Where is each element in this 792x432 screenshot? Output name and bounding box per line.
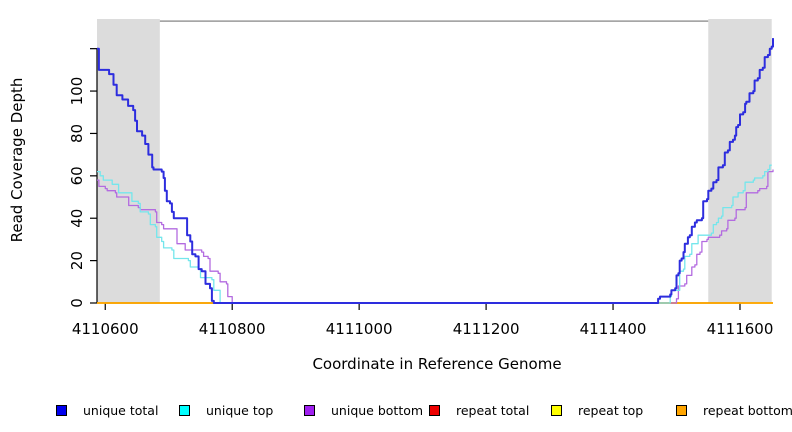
y-tick-label: 60 — [68, 166, 86, 185]
series-line-unique-total — [97, 38, 774, 304]
x-tick-label: 4110800 — [199, 320, 266, 338]
series-line-unique-top — [97, 164, 772, 304]
x-tick-label: 4111400 — [580, 320, 647, 338]
x-tick-label: 4111200 — [453, 320, 520, 338]
shaded-region-left — [97, 19, 160, 303]
x-tick-label: 4111000 — [326, 320, 393, 338]
legend-label: unique bottom — [331, 402, 424, 418]
legend-item-unique-bottom: unique bottom — [304, 401, 423, 419]
legend-label: repeat total — [456, 402, 530, 418]
legend-item-repeat-total: repeat total — [429, 401, 529, 419]
x-tick-label: 4110600 — [72, 320, 139, 338]
y-axis-title: Read Coverage Depth — [8, 77, 26, 243]
series-line-unique-bottom — [97, 169, 774, 304]
legend-item-repeat-top: repeat top — [551, 401, 643, 419]
legend-swatch-icon — [304, 404, 315, 416]
legend-swatch-icon — [551, 404, 562, 416]
y-tick-label: 0 — [68, 298, 86, 308]
shaded-region-right — [708, 19, 772, 303]
x-axis-title: Coordinate in Reference Genome — [312, 355, 562, 373]
legend-item-repeat-bottom: repeat bottom — [676, 401, 792, 419]
legend-label: repeat top — [578, 402, 644, 418]
legend-label: repeat bottom — [703, 402, 792, 418]
legend-swatch-icon — [56, 404, 67, 416]
legend-label: unique total — [83, 402, 159, 418]
legend-swatch-icon — [179, 404, 190, 416]
legend-item-unique-total: unique total — [56, 401, 158, 419]
y-tick-label: 100 — [68, 77, 86, 106]
y-tick-label: 40 — [68, 209, 86, 228]
y-tick-label: 80 — [68, 124, 86, 143]
legend-label: unique top — [206, 402, 274, 418]
y-tick-label: 20 — [68, 251, 86, 270]
chart-legend: unique total unique top unique bottom repea… — [0, 401, 792, 419]
x-tick-label: 4111600 — [707, 320, 774, 338]
legend-swatch-icon — [429, 404, 440, 416]
legend-item-unique-top: unique top — [179, 401, 273, 419]
legend-swatch-icon — [676, 404, 687, 416]
